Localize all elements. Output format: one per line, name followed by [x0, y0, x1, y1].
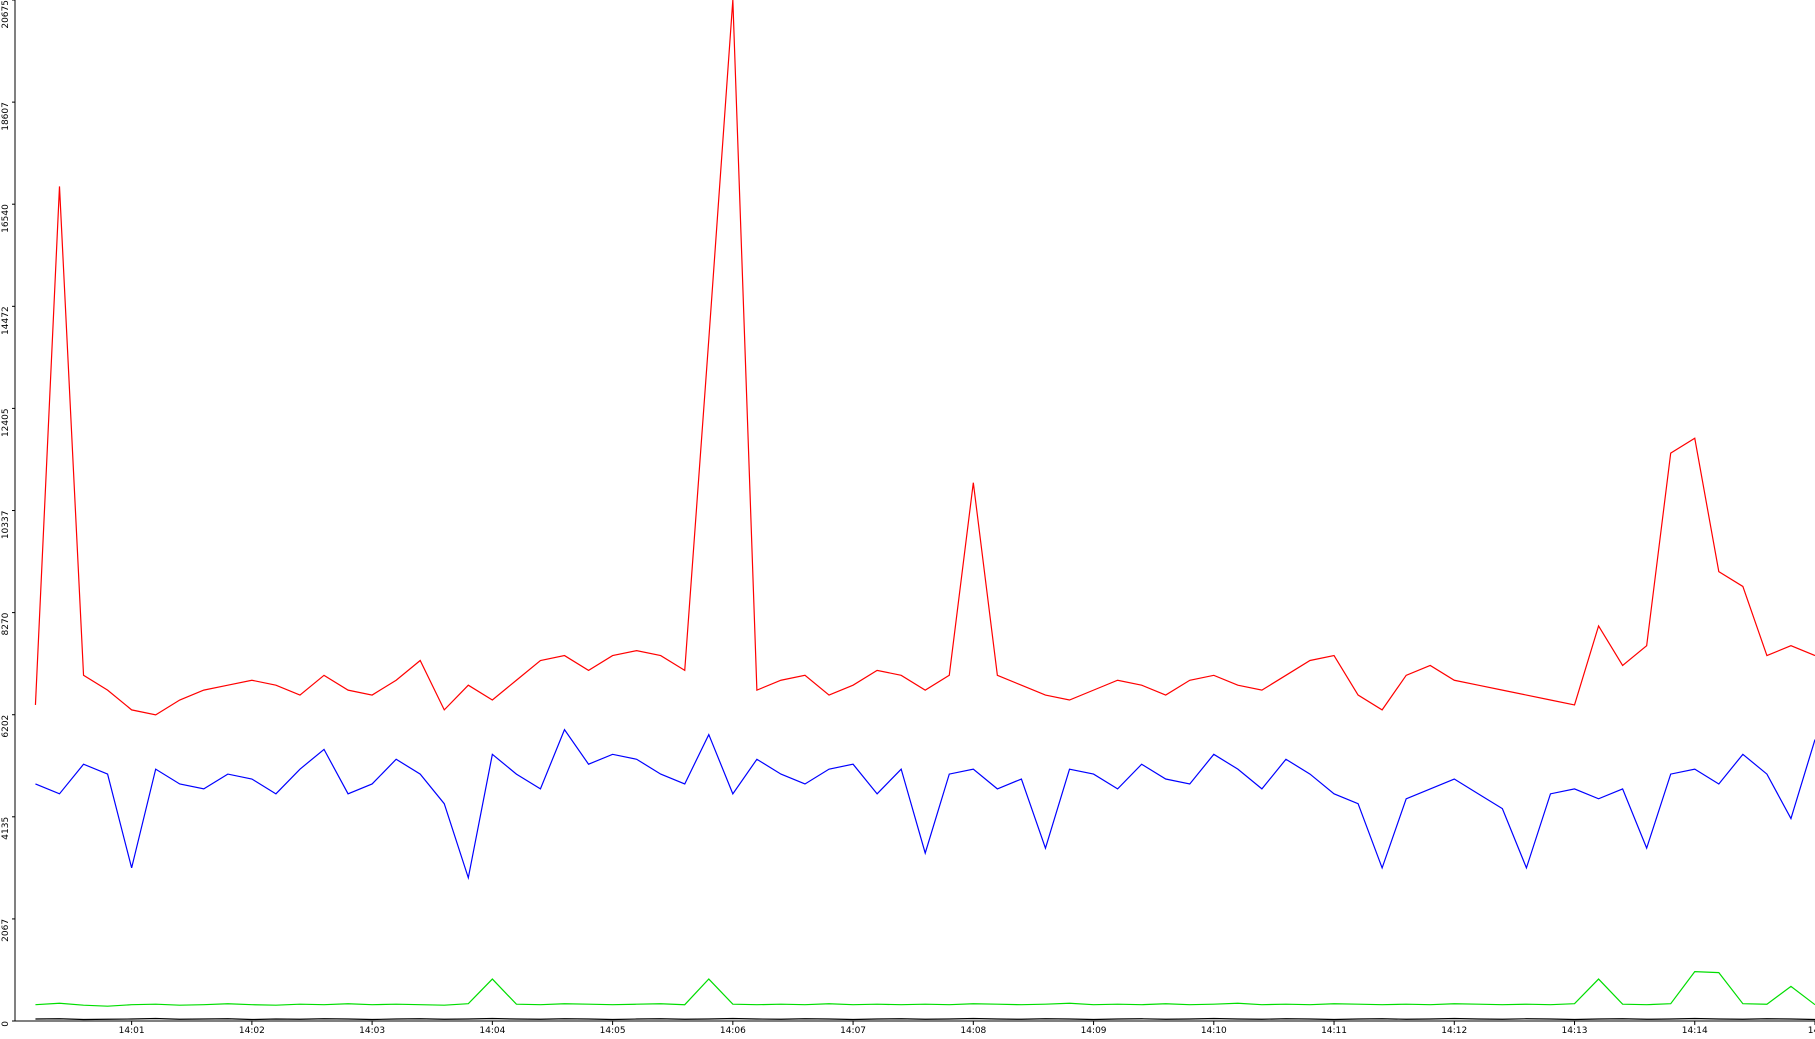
x-tick-label: 14:07 — [840, 1026, 866, 1036]
x-tick-label: 14:05 — [600, 1026, 626, 1036]
y-tick-label: 18607 — [1, 102, 11, 131]
x-tick-label: 14:13 — [1562, 1026, 1588, 1036]
series-line — [35, 1017, 1815, 1021]
x-tick-label: 14:10 — [1201, 1026, 1227, 1036]
series-line — [34, 0, 1815, 716]
x-tick-label: 14:02 — [239, 1026, 265, 1036]
y-tick-label: 6202 — [1, 715, 11, 738]
y-tick-label: 0 — [1, 1021, 11, 1027]
x-tick-label: 14: — [1808, 1026, 1815, 1036]
series-line — [35, 971, 1815, 1007]
y-tick-label: 10337 — [1, 511, 11, 540]
y-tick-label: 12405 — [1, 408, 11, 437]
y-tick-label: 14472 — [1, 306, 11, 335]
y-tick-label: 8270 — [1, 612, 11, 635]
x-tick-label: 14:09 — [1081, 1026, 1107, 1036]
series-line — [35, 728, 1815, 881]
x-tick-label: 14:11 — [1321, 1026, 1347, 1036]
x-tick-label: 14:01 — [119, 1026, 145, 1036]
x-tick-label: 14:06 — [720, 1026, 746, 1036]
y-tick-label: 2067 — [1, 919, 11, 942]
x-tick-label: 14:14 — [1682, 1026, 1708, 1036]
y-tick-label: 16540 — [1, 204, 11, 233]
x-tick-label: 14:08 — [960, 1026, 986, 1036]
x-tick-label: 14:12 — [1441, 1026, 1467, 1036]
y-tick-label: 4135 — [1, 817, 11, 840]
y-tick-label: 20675 — [1, 0, 11, 29]
x-tick-label: 14:04 — [479, 1026, 505, 1036]
x-tick-label: 14:03 — [359, 1026, 385, 1036]
